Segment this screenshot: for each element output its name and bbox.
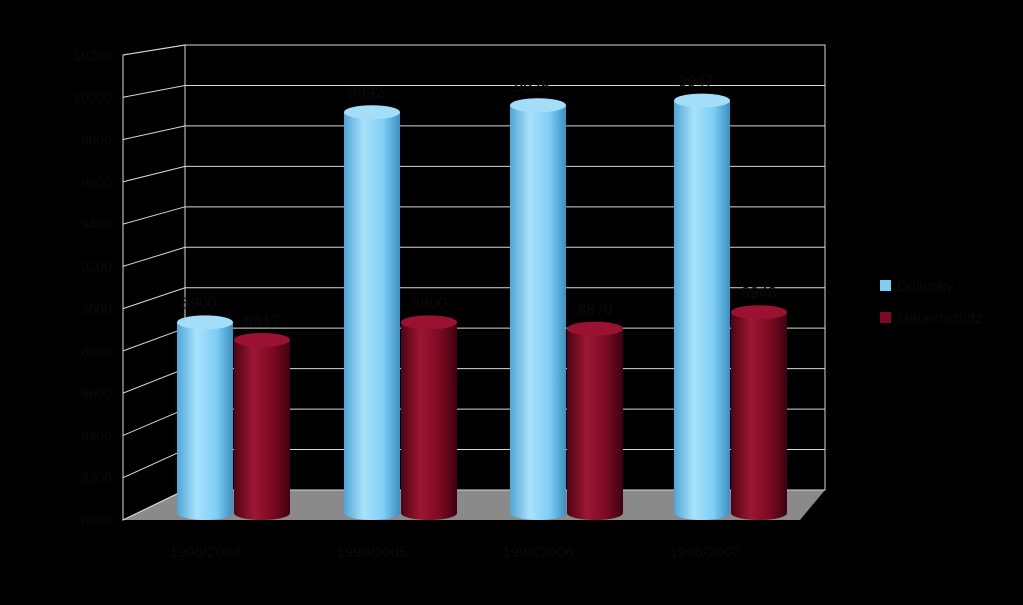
data-label: 8870 [577, 302, 613, 319]
data-label: 9925 [514, 78, 550, 95]
legend-swatch-mauerschutz [880, 312, 891, 323]
gridline-side [122, 84, 186, 98]
legend-swatch-dolinsky [880, 280, 891, 291]
gridline-side [122, 44, 186, 56]
y-tick-label: 9800 [81, 132, 112, 148]
data-label: 8900 [411, 295, 447, 312]
y-tick-label: 8800 [81, 343, 112, 359]
bar-top [177, 315, 233, 330]
bar-dolinsky-1 [177, 315, 233, 520]
chart-floor [123, 490, 825, 520]
y-tick-label: 9000 [81, 301, 112, 317]
x-axis-categories: 1998/2004 1998/2005 1998/2006 1998/2007 [170, 544, 741, 561]
legend-label-dolinsky: Dolinsky [897, 278, 954, 295]
legend: Dolinsky Mauerschütz [880, 278, 983, 327]
x-category-label: 1998/2006 [503, 544, 574, 561]
bar-body [234, 339, 290, 520]
bar-mauerschutz-1 [234, 332, 290, 520]
bar-dolinsky-4 [674, 93, 730, 520]
bar-body [401, 322, 457, 520]
y-tick-label: 10200 [73, 47, 112, 63]
bar-top [234, 332, 290, 347]
y-tick-label: 9200 [81, 258, 112, 274]
x-category-label: 1998/2007 [670, 544, 741, 561]
y-tick-label: 8600 [81, 385, 112, 401]
bar-body [177, 322, 233, 520]
data-label: 8900 [181, 295, 217, 312]
y-tick-label: 9400 [81, 216, 112, 232]
y-tick-label: 9600 [81, 174, 112, 190]
x-category-label: 1998/2005 [337, 544, 408, 561]
gridline-side [122, 408, 186, 436]
gridline-side [122, 327, 186, 352]
y-tick-label: 8400 [81, 427, 112, 443]
data-label: 9892 [348, 85, 384, 102]
legend-label-mauerschutz: Mauerschütz [897, 310, 983, 327]
bar-dolinsky-2 [344, 105, 400, 521]
side-wall [122, 44, 186, 521]
bar-body [344, 112, 400, 521]
gridline-side [122, 206, 186, 225]
bar-mauerschutz-4 [731, 305, 787, 520]
y-axis-ticks: 8000 8200 8400 8600 8800 9000 9200 9400 9600 9800… [73, 47, 112, 528]
bar-top [567, 321, 623, 336]
bar-top [510, 98, 566, 113]
data-label: 8948 [741, 285, 777, 302]
bar-body [510, 105, 566, 520]
data-label: 9947 [678, 74, 714, 91]
gridline-side [122, 125, 186, 141]
gridline-side [122, 246, 186, 267]
data-label: 8817 [244, 313, 280, 330]
gridline-side [122, 449, 186, 479]
bar-body [567, 328, 623, 520]
bar-mauerschutz-2 [401, 315, 457, 520]
bar-dolinsky-3 [510, 98, 566, 520]
gridline-side [122, 287, 186, 310]
bar-top [674, 93, 730, 108]
y-tick-label: 8000 [81, 512, 112, 528]
bar-mauerschutz-3 [567, 321, 623, 520]
bar-top [344, 105, 400, 120]
gridline-side [122, 368, 186, 394]
y-tick-label: 8200 [81, 470, 112, 486]
bar-top [401, 315, 457, 330]
bar-body [731, 312, 787, 520]
gridline-side [122, 165, 186, 183]
x-category-label: 1998/2004 [170, 544, 241, 561]
bars: 8900 8817 9892 8900 9925 8870 9947 8948 [177, 74, 787, 521]
y-tick-label: 10000 [73, 89, 112, 105]
bar-body [674, 100, 730, 520]
gridline-side [122, 489, 186, 521]
bar-top [731, 305, 787, 320]
